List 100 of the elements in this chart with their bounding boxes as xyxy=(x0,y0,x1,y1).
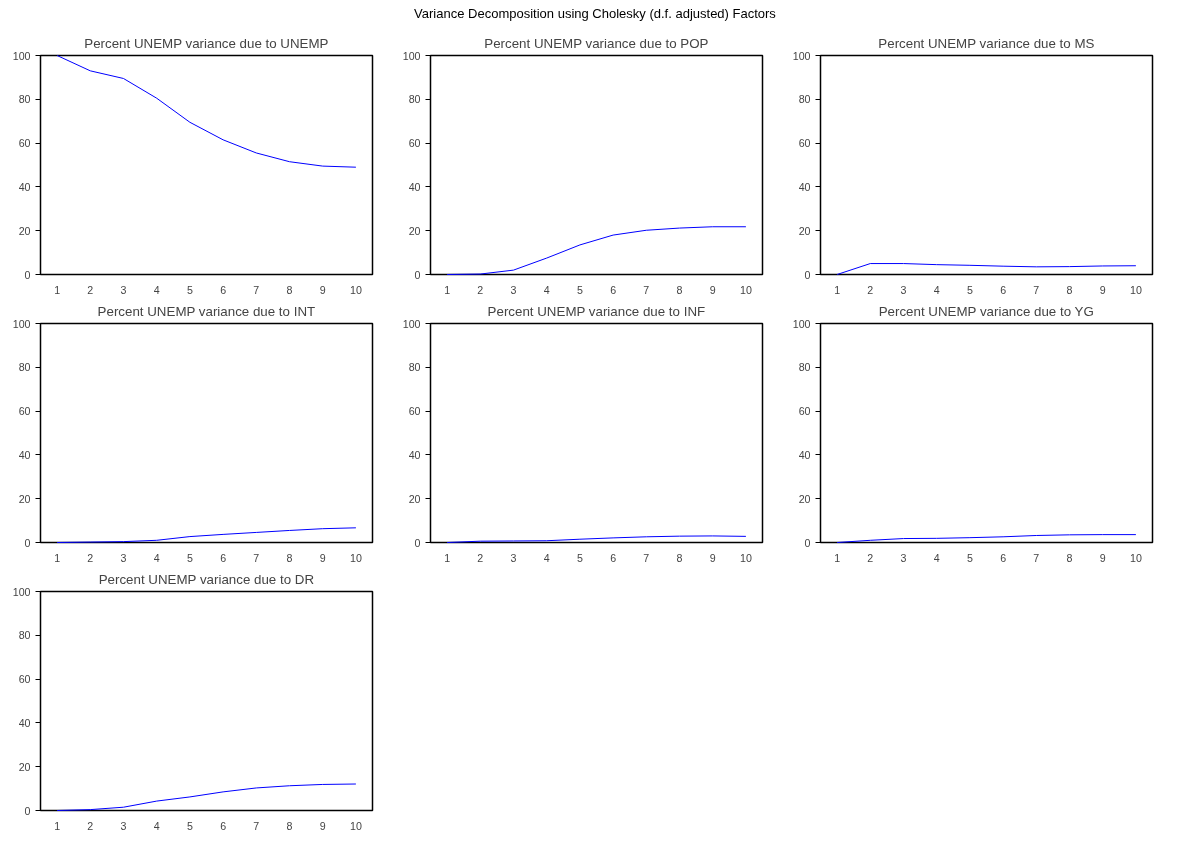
x-tick-label: 4 xyxy=(153,819,160,832)
x-tick-label: 2 xyxy=(87,819,94,832)
y-tick-label: 40 xyxy=(18,448,31,461)
y-tick-label: 0 xyxy=(414,268,421,281)
x-tick-label: 5 xyxy=(966,283,973,296)
x-tick-label: 7 xyxy=(253,819,260,832)
x-tick-label: 3 xyxy=(900,551,907,564)
x-tick-label: 10 xyxy=(349,819,362,832)
x-tick-label: 3 xyxy=(120,819,127,832)
x-tick-label: 7 xyxy=(1033,283,1040,296)
y-tick-label: 100 xyxy=(12,317,31,330)
x-tick-label: 1 xyxy=(444,283,451,296)
x-tick-label: 5 xyxy=(186,283,193,296)
x-tick-label: 6 xyxy=(220,819,227,832)
y-tick-label: 100 xyxy=(792,317,811,330)
y-tick-label: 40 xyxy=(408,180,421,193)
chart-title: Percent UNEMP variance due to DR xyxy=(98,571,315,587)
x-tick-label: 3 xyxy=(510,283,517,296)
x-tick-label: 6 xyxy=(610,551,617,564)
x-tick-label: 4 xyxy=(543,283,550,296)
text: Variance Decomposition using Cholesky (d.f. adjusted) Factors xyxy=(414,5,776,23)
x-tick-label: 6 xyxy=(610,283,617,296)
x-tick-label: 9 xyxy=(709,283,716,296)
y-tick-label: 100 xyxy=(12,585,31,598)
x-tick-label: 9 xyxy=(319,551,326,564)
x-tick-label: 7 xyxy=(1033,551,1040,564)
y-tick-label: 60 xyxy=(798,405,811,418)
x-tick-label: 10 xyxy=(1129,283,1142,296)
x-tick-label: 9 xyxy=(319,819,326,832)
x-tick-label: 9 xyxy=(709,551,716,564)
y-tick-label: 20 xyxy=(18,492,31,505)
x-tick-label: 10 xyxy=(349,551,362,564)
y-tick-label: 0 xyxy=(414,536,421,549)
chart-title: Percent UNEMP variance due to MS xyxy=(878,35,1095,51)
x-tick-label: 3 xyxy=(120,551,127,564)
x-tick-label: 10 xyxy=(1129,551,1142,564)
x-tick-label: 5 xyxy=(576,283,583,296)
y-tick-label: 80 xyxy=(408,93,421,106)
x-tick-label: 7 xyxy=(643,551,650,564)
x-tick-label: 1 xyxy=(834,551,841,564)
y-tick-label: 20 xyxy=(18,760,31,773)
chart-title: Percent UNEMP variance due to INT xyxy=(97,303,316,319)
x-tick-label: 8 xyxy=(286,551,293,564)
x-tick-label: 8 xyxy=(286,819,293,832)
y-tick-label: 20 xyxy=(18,224,31,237)
y-tick-label: 40 xyxy=(798,180,811,193)
x-tick-label: 4 xyxy=(543,551,550,564)
x-tick-label: 5 xyxy=(186,819,193,832)
y-tick-label: 60 xyxy=(18,137,31,150)
x-tick-label: 9 xyxy=(319,283,326,296)
y-tick-label: 20 xyxy=(408,224,421,237)
x-tick-label: 8 xyxy=(1066,551,1073,564)
y-tick-label: 60 xyxy=(18,405,31,418)
y-tick-label: 40 xyxy=(18,180,31,193)
y-tick-label: 60 xyxy=(798,137,811,150)
y-tick-label: 0 xyxy=(804,536,811,549)
y-tick-label: 0 xyxy=(24,536,31,549)
x-tick-label: 4 xyxy=(153,551,160,564)
y-tick-label: 100 xyxy=(792,49,811,62)
x-tick-label: 7 xyxy=(253,551,260,564)
x-tick-label: 2 xyxy=(87,551,94,564)
x-tick-label: 3 xyxy=(120,283,127,296)
chart-title: Percent UNEMP variance due to UNEMP xyxy=(84,35,329,51)
x-tick-label: 3 xyxy=(510,551,517,564)
y-tick-label: 0 xyxy=(804,268,811,281)
y-tick-label: 80 xyxy=(18,93,31,106)
x-tick-label: 8 xyxy=(286,283,293,296)
y-tick-label: 80 xyxy=(18,361,31,374)
y-tick-label: 20 xyxy=(798,492,811,505)
y-tick-label: 20 xyxy=(798,224,811,237)
x-tick-label: 8 xyxy=(1066,283,1073,296)
x-tick-label: 6 xyxy=(1000,551,1007,564)
chart-title: Percent UNEMP variance due to POP xyxy=(484,35,709,51)
x-tick-label: 5 xyxy=(576,551,583,564)
x-tick-label: 1 xyxy=(54,819,61,832)
x-tick-label: 10 xyxy=(349,283,362,296)
x-tick-label: 6 xyxy=(220,283,227,296)
y-tick-label: 20 xyxy=(408,492,421,505)
x-tick-label: 8 xyxy=(676,283,683,296)
y-tick-label: 80 xyxy=(408,361,421,374)
x-tick-label: 2 xyxy=(477,283,484,296)
y-tick-label: 60 xyxy=(18,673,31,686)
y-tick-label: 80 xyxy=(18,629,31,642)
x-tick-label: 3 xyxy=(900,283,907,296)
x-tick-label: 8 xyxy=(676,551,683,564)
y-tick-label: 40 xyxy=(798,448,811,461)
x-tick-label: 7 xyxy=(253,283,260,296)
x-tick-label: 4 xyxy=(933,283,940,296)
y-tick-label: 80 xyxy=(798,93,811,106)
y-tick-label: 40 xyxy=(18,716,31,729)
x-tick-label: 4 xyxy=(153,283,160,296)
x-tick-label: 2 xyxy=(477,551,484,564)
y-tick-label: 80 xyxy=(798,361,811,374)
x-tick-label: 7 xyxy=(643,283,650,296)
x-tick-label: 5 xyxy=(186,551,193,564)
x-tick-label: 1 xyxy=(444,551,451,564)
x-tick-label: 1 xyxy=(54,551,61,564)
x-tick-label: 6 xyxy=(220,551,227,564)
chart-title: Percent UNEMP variance due to YG xyxy=(878,303,1094,319)
y-tick-label: 100 xyxy=(402,49,421,62)
